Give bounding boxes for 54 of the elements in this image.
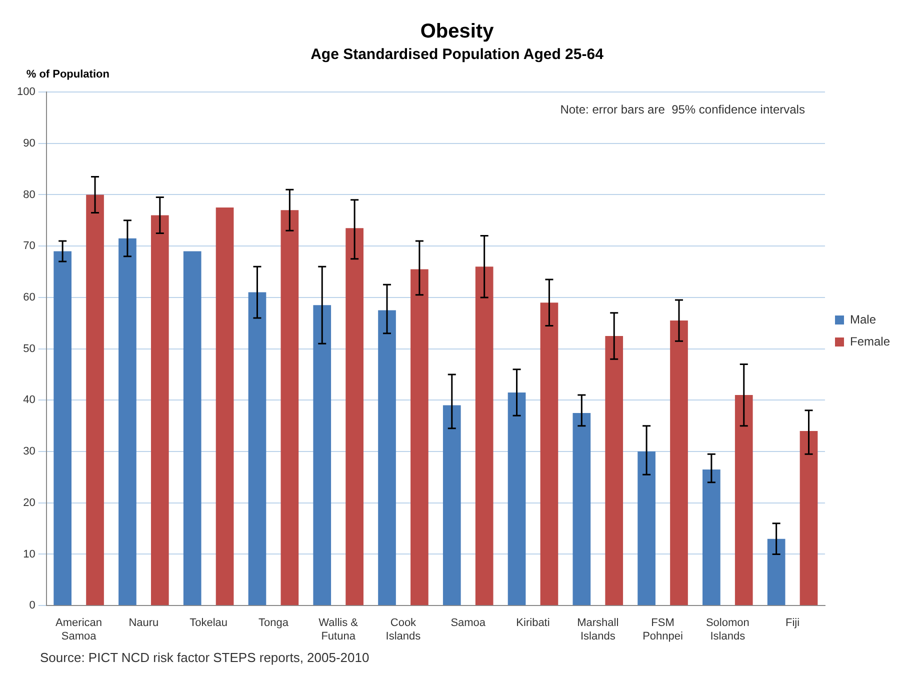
y-tick-label: 40 bbox=[23, 394, 36, 406]
annotation: Note: error bars are 95% confidence intervals bbox=[560, 102, 805, 116]
x-tick-label: Fiji bbox=[786, 617, 800, 630]
bar bbox=[248, 292, 266, 606]
x-tick-label: Wallis & Futuna bbox=[318, 617, 359, 642]
bar bbox=[183, 251, 202, 606]
x-tick-label: Marshall Islands bbox=[577, 617, 619, 642]
y-tick-label: 50 bbox=[23, 342, 36, 355]
y-tick-label: 30 bbox=[23, 446, 36, 458]
bar bbox=[572, 413, 591, 606]
y-tick-label: 80 bbox=[23, 188, 36, 201]
chart-subtitle: Age Standardised Population Aged 25-64 bbox=[310, 46, 604, 64]
bar bbox=[216, 208, 234, 606]
legend-label: Female bbox=[850, 334, 890, 348]
y-tick-label: 0 bbox=[29, 600, 36, 612]
bar bbox=[767, 538, 786, 606]
bar bbox=[313, 305, 332, 606]
source-note: Source: PICT NCD risk factor STEPS reports, 2005-2010 bbox=[40, 650, 370, 665]
x-tick-label: Cook Islands bbox=[386, 617, 422, 642]
bar bbox=[442, 405, 461, 606]
bar bbox=[508, 392, 526, 606]
x-tick-label: Nauru bbox=[128, 617, 159, 630]
x-tick-label: Tokelau bbox=[190, 617, 228, 630]
x-tick-label: American Samoa bbox=[56, 617, 102, 642]
y-axis-title: % of Population bbox=[26, 68, 110, 81]
y-tick-label: 100 bbox=[16, 86, 36, 98]
bar bbox=[150, 215, 169, 606]
bar bbox=[86, 194, 104, 606]
bar bbox=[346, 228, 364, 606]
x-tick-label: Kiribati bbox=[516, 617, 550, 630]
y-tick-label: 90 bbox=[23, 137, 36, 150]
bar bbox=[702, 469, 720, 606]
bar bbox=[410, 269, 428, 606]
x-tick-label: Samoa bbox=[450, 617, 486, 630]
bar bbox=[475, 266, 494, 606]
x-tick-label: Tonga bbox=[258, 617, 290, 630]
legend-label: Male bbox=[850, 312, 876, 326]
bar bbox=[670, 320, 688, 606]
bar bbox=[280, 210, 299, 606]
y-tick-label: 10 bbox=[23, 548, 36, 560]
bar bbox=[605, 336, 624, 606]
bar bbox=[540, 302, 558, 606]
bar bbox=[734, 395, 753, 606]
bar bbox=[638, 452, 656, 606]
y-tick-label: 20 bbox=[23, 496, 36, 509]
chart-title: Obesity bbox=[420, 20, 495, 43]
y-tick-label: 60 bbox=[23, 291, 36, 304]
y-tick-label: 70 bbox=[23, 240, 36, 252]
bar bbox=[118, 238, 136, 606]
x-tick-label: FSM Pohnpei bbox=[642, 617, 683, 642]
bar bbox=[378, 310, 396, 606]
x-tick-label: Solomon Islands bbox=[706, 617, 750, 642]
bar bbox=[800, 430, 818, 606]
bar bbox=[54, 251, 72, 606]
